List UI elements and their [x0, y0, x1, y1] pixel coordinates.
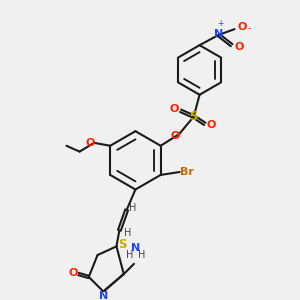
Text: Br: Br	[180, 167, 194, 177]
Text: O: O	[206, 120, 216, 130]
Text: O: O	[169, 104, 179, 114]
Text: H: H	[129, 202, 137, 213]
Text: H: H	[138, 250, 146, 260]
Text: S: S	[190, 110, 198, 123]
Text: H: H	[124, 228, 131, 238]
Text: N: N	[214, 28, 223, 38]
Text: O: O	[238, 22, 247, 32]
Text: N: N	[131, 243, 140, 254]
Text: H: H	[126, 250, 133, 260]
Text: N: N	[99, 291, 108, 300]
Text: S: S	[118, 238, 127, 251]
Text: O: O	[85, 138, 94, 148]
Text: O: O	[235, 42, 244, 52]
Text: O: O	[170, 130, 179, 141]
Text: -: -	[248, 23, 252, 33]
Text: O: O	[68, 268, 77, 278]
Text: +: +	[217, 20, 223, 28]
